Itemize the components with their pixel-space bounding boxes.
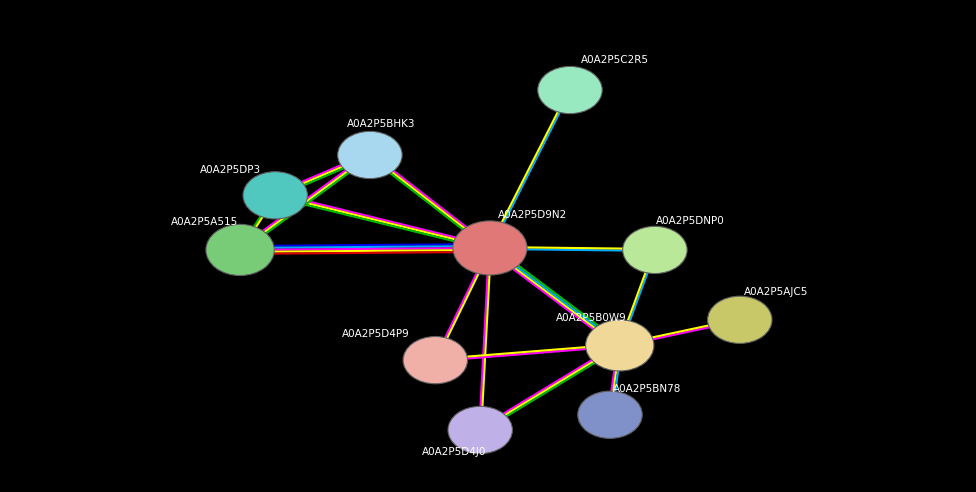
Ellipse shape [403, 337, 468, 384]
Ellipse shape [578, 391, 642, 438]
Ellipse shape [623, 226, 687, 274]
Text: A0A2P5AJC5: A0A2P5AJC5 [744, 287, 808, 297]
Text: A0A2P5D9N2: A0A2P5D9N2 [498, 211, 567, 220]
Ellipse shape [538, 66, 602, 114]
Text: A0A2P5C2R5: A0A2P5C2R5 [581, 55, 649, 65]
Ellipse shape [453, 221, 527, 275]
Ellipse shape [243, 172, 307, 219]
Text: A0A2P5BN78: A0A2P5BN78 [613, 384, 681, 394]
Ellipse shape [206, 224, 274, 276]
Text: A0A2P5D4J0: A0A2P5D4J0 [422, 447, 486, 457]
Text: A0A2P5DNP0: A0A2P5DNP0 [656, 216, 724, 226]
Ellipse shape [708, 296, 772, 343]
Ellipse shape [586, 320, 654, 371]
Text: A0A2P5D4P9: A0A2P5D4P9 [342, 330, 409, 339]
Text: A0A2P5A515: A0A2P5A515 [171, 217, 238, 227]
Text: A0A2P5DP3: A0A2P5DP3 [200, 165, 262, 175]
Ellipse shape [338, 131, 402, 179]
Text: A0A2P5B0W9: A0A2P5B0W9 [556, 313, 627, 323]
Ellipse shape [448, 406, 512, 454]
Text: A0A2P5BHK3: A0A2P5BHK3 [346, 119, 415, 129]
